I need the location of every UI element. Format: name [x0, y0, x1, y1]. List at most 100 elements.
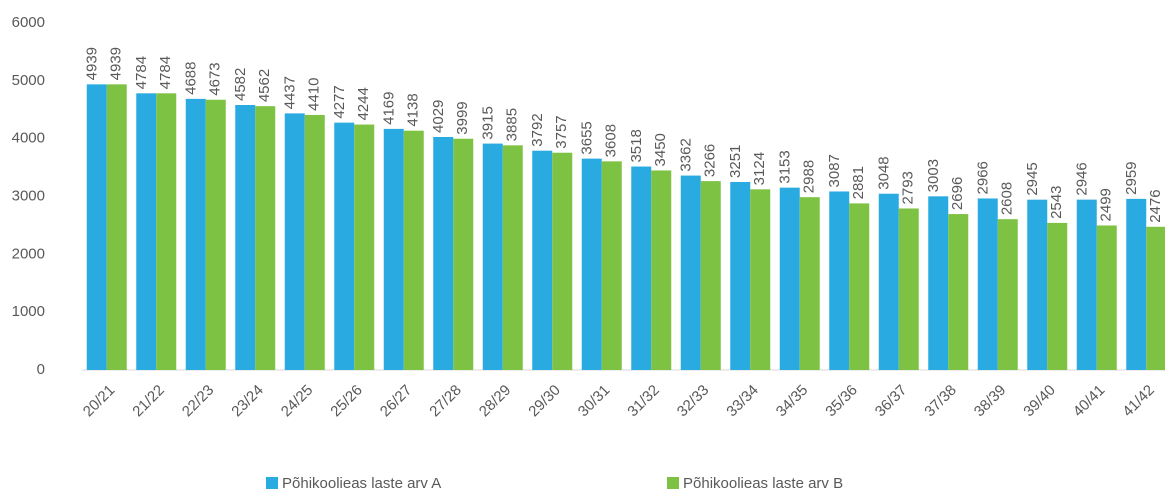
value-label: 4169 — [381, 92, 398, 125]
value-label: 4437 — [282, 76, 299, 109]
bar — [106, 84, 127, 370]
bar — [354, 124, 375, 371]
value-label: 4784 — [157, 56, 174, 89]
value-label: 2945 — [1024, 162, 1041, 195]
bar — [1146, 226, 1165, 370]
value-label: 4939 — [84, 47, 101, 80]
x-tick-label: 35/36 — [822, 382, 861, 421]
value-label: 4138 — [405, 93, 422, 126]
x-tick-label: 22/23 — [179, 382, 218, 421]
bar — [849, 203, 870, 370]
x-tick-label: 39/40 — [1020, 382, 1059, 421]
bar — [304, 114, 325, 370]
value-label: 2959 — [1123, 161, 1140, 194]
bar — [136, 93, 157, 371]
value-label: 2543 — [1048, 186, 1065, 219]
bar — [631, 166, 652, 370]
x-tick-label: 40/41 — [1070, 382, 1109, 421]
bar — [205, 99, 226, 370]
bar — [482, 143, 503, 370]
x-tick-label: 33/34 — [723, 382, 762, 421]
value-label: 3915 — [480, 106, 497, 139]
bar — [878, 193, 899, 370]
value-label: 3885 — [504, 108, 521, 141]
bar — [750, 189, 771, 370]
bar — [284, 113, 305, 371]
bar — [1096, 225, 1117, 370]
y-tick-label: 2000 — [12, 245, 45, 262]
value-label: 4784 — [133, 56, 150, 89]
bar — [799, 197, 820, 370]
bar — [1076, 199, 1097, 370]
value-label: 4673 — [207, 62, 224, 95]
bar — [651, 170, 672, 370]
legend-swatch — [667, 477, 679, 489]
value-label: 3757 — [553, 115, 570, 148]
value-label: 4688 — [183, 62, 200, 95]
value-label: 4277 — [331, 85, 348, 118]
value-label: 3048 — [876, 156, 893, 189]
value-label: 3362 — [678, 138, 695, 171]
bar — [977, 198, 998, 370]
bar — [997, 219, 1018, 370]
bar — [532, 150, 553, 370]
bar — [235, 105, 256, 371]
y-tick-label: 4000 — [12, 130, 45, 147]
value-label: 3124 — [751, 152, 768, 185]
value-label: 4939 — [108, 47, 125, 80]
value-label: 4582 — [232, 68, 249, 101]
bar — [433, 136, 454, 370]
value-label: 3608 — [603, 124, 620, 157]
value-label: 2988 — [801, 160, 818, 193]
y-tick-label: 5000 — [12, 72, 45, 89]
bar — [334, 122, 355, 370]
bar — [948, 214, 969, 370]
x-tick-label: 32/33 — [674, 382, 713, 421]
x-tick-label: 27/28 — [426, 382, 465, 421]
bar — [552, 152, 573, 370]
value-label: 2499 — [1098, 188, 1115, 221]
y-tick-label: 3000 — [12, 187, 45, 204]
y-tick-label: 0 — [37, 361, 45, 378]
bar — [403, 130, 424, 370]
value-label: 2476 — [1147, 189, 1164, 222]
bar — [898, 208, 919, 370]
bar — [829, 191, 850, 370]
legend-swatch — [266, 477, 278, 489]
value-label: 2946 — [1074, 162, 1091, 195]
bar — [1126, 198, 1147, 370]
bar — [185, 98, 206, 371]
bar — [700, 181, 721, 370]
x-tick-label: 25/26 — [327, 382, 366, 421]
value-label: 3087 — [826, 154, 843, 187]
value-label: 2881 — [850, 166, 867, 199]
value-label: 3999 — [454, 101, 471, 134]
value-label: 3518 — [628, 129, 645, 162]
bar — [1027, 199, 1048, 370]
value-label: 2793 — [900, 171, 917, 204]
bar — [1047, 222, 1068, 370]
value-label: 4562 — [256, 69, 273, 102]
bar — [86, 84, 107, 370]
value-label: 3003 — [925, 159, 942, 192]
x-tick-label: 29/30 — [525, 382, 564, 421]
value-label: 2966 — [975, 161, 992, 194]
value-label: 4410 — [306, 78, 323, 111]
bar — [581, 158, 602, 370]
bar — [453, 138, 474, 370]
legend-label: Põhikoolieas laste arv A — [282, 475, 441, 492]
bar — [730, 181, 751, 370]
value-label: 3153 — [777, 150, 794, 183]
value-label: 3266 — [702, 144, 719, 177]
legend-label: Põhikoolieas laste arv B — [683, 475, 843, 492]
x-tick-label: 24/25 — [278, 382, 317, 421]
x-tick-label: 28/29 — [476, 382, 515, 421]
x-tick-label: 21/22 — [129, 382, 168, 421]
value-label: 2608 — [999, 182, 1016, 215]
value-label: 2696 — [949, 177, 966, 210]
bar — [156, 93, 177, 371]
value-label: 3251 — [727, 145, 744, 178]
bar — [255, 106, 276, 370]
x-tick-label: 38/39 — [971, 382, 1010, 421]
bar — [502, 145, 523, 370]
